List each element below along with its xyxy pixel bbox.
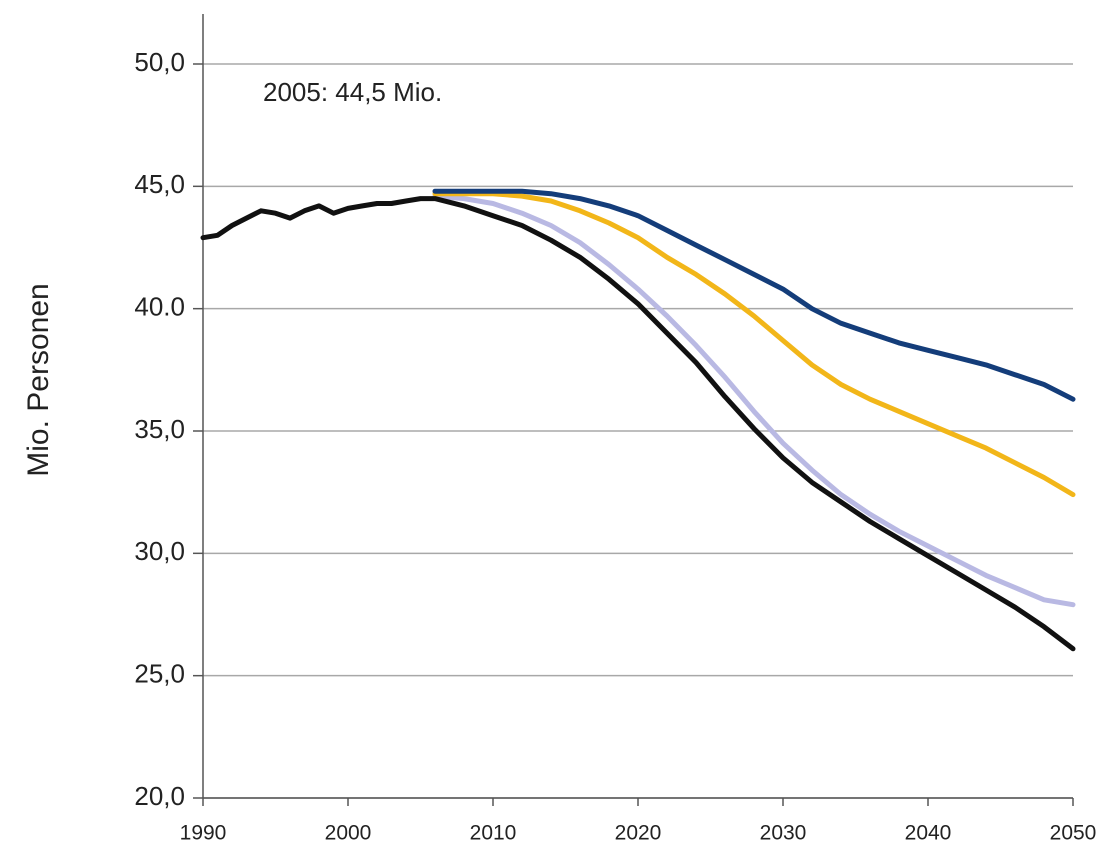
y-tick-label: 40.0 (134, 292, 185, 322)
y-tick-label: 25,0 (134, 659, 185, 689)
x-tick-label: 2040 (905, 822, 952, 845)
series-line (432, 191, 1076, 498)
annotation: 2005: 44,5 Mio. (263, 77, 442, 107)
series-line (432, 193, 1076, 608)
x-tick-label: 1990 (180, 822, 227, 845)
series-line (200, 196, 1076, 652)
x-tick-label: 2020 (615, 822, 662, 845)
y-tick-label: 45,0 (134, 169, 185, 199)
x-tick-label: 2010 (470, 822, 517, 845)
y-tick-label: 50,0 (134, 47, 185, 77)
x-tick-label: 2000 (325, 822, 372, 845)
y-axis-label: Mio. Personen (22, 283, 55, 476)
x-tick-label: 2050 (1050, 822, 1097, 845)
series-line (432, 188, 1076, 402)
x-tick-label: 2030 (760, 822, 807, 845)
y-tick-label: 35,0 (134, 414, 185, 444)
y-tick-label: 20,0 (134, 781, 185, 811)
y-tick-label: 30,0 (134, 536, 185, 566)
